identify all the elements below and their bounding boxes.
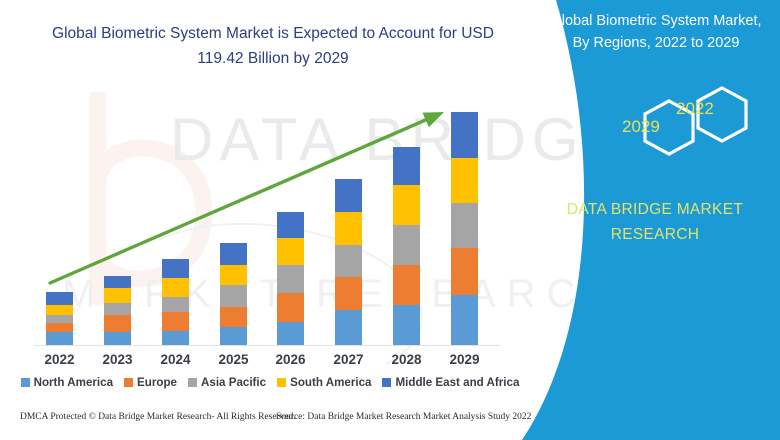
bar-segment-south-america-2027[interactable]	[335, 212, 362, 245]
bar-segment-north-america-2023[interactable]	[104, 332, 131, 345]
right-panel: Global Biometric System Market, By Regio…	[500, 0, 780, 440]
x-axis-label-2027: 2027	[333, 352, 364, 367]
bar-segment-middle-east-and-africa-2025[interactable]	[220, 243, 247, 265]
bar-segment-asia-pacific-2022[interactable]	[46, 314, 73, 323]
bar-2027[interactable]	[335, 179, 362, 345]
bar-segment-middle-east-and-africa-2026[interactable]	[277, 212, 304, 238]
bar-segment-middle-east-and-africa-2024[interactable]	[162, 259, 189, 278]
bar-segment-middle-east-and-africa-2027[interactable]	[335, 179, 362, 212]
bar-segment-europe-2028[interactable]	[393, 265, 420, 305]
legend-item-asia-pacific[interactable]: Asia Pacific	[188, 376, 266, 389]
bar-segment-middle-east-and-africa-2023[interactable]	[104, 276, 131, 288]
legend-label: South America	[290, 376, 372, 389]
bar-segment-south-america-2024[interactable]	[162, 277, 189, 297]
panel-heading: Global Biometric System Market, By Regio…	[550, 13, 762, 52]
bar-segment-asia-pacific-2025[interactable]	[220, 285, 247, 307]
panel-background-shape	[522, 0, 780, 440]
brand-line-2: RESEARCH	[610, 225, 700, 243]
legend-item-middle-east-and-africa[interactable]: Middle East and Africa	[382, 376, 519, 389]
footer-source-text: Source: Data Bridge Market Research Mark…	[276, 412, 532, 422]
bar-segment-asia-pacific-2026[interactable]	[277, 265, 304, 293]
x-axis-label-2028: 2028	[391, 352, 422, 367]
bar-segment-south-america-2029[interactable]	[451, 158, 478, 203]
bar-segment-middle-east-and-africa-2022[interactable]	[46, 292, 73, 305]
bar-chart: 2022 2023 2024 2025 2026 2027 2028 2029 North A…	[0, 112, 540, 432]
bar-segment-north-america-2024[interactable]	[162, 331, 189, 345]
x-axis-label-2022: 2022	[44, 352, 75, 367]
bar-2025[interactable]	[220, 243, 247, 345]
bar-segment-middle-east-and-africa-2028[interactable]	[393, 147, 420, 185]
chart-legend: North America Europe Asia Pacific South Ame…	[14, 376, 526, 389]
bar-segment-south-america-2028[interactable]	[393, 185, 420, 225]
bar-segment-north-america-2022[interactable]	[46, 331, 73, 345]
legend-swatch-icon	[20, 378, 30, 387]
bar-segment-south-america-2025[interactable]	[220, 265, 247, 285]
bar-2022[interactable]	[46, 292, 73, 345]
bar-2023[interactable]	[104, 276, 131, 345]
x-axis-labels: 2022 2023 2024 2025 2026 2027 2028 2029	[0, 352, 540, 374]
bar-segment-asia-pacific-2023[interactable]	[104, 303, 131, 315]
legend-swatch-icon	[124, 378, 134, 387]
bar-segment-europe-2025[interactable]	[220, 307, 247, 327]
bar-segment-europe-2026[interactable]	[277, 293, 304, 322]
bar-segment-europe-2022[interactable]	[46, 322, 73, 332]
bar-segment-europe-2024[interactable]	[162, 312, 189, 332]
bar-segment-north-america-2027[interactable]	[335, 310, 362, 345]
bar-segment-north-america-2029[interactable]	[451, 295, 478, 345]
bar-segment-europe-2029[interactable]	[451, 248, 478, 295]
brand-line-1: DATA BRIDGE MARKET	[566, 201, 744, 218]
footer: DMCA Protected © Data Bridge Market Rese…	[0, 412, 540, 432]
legend-item-europe[interactable]: Europe	[124, 376, 177, 389]
legend-label: Middle East and Africa	[395, 376, 520, 389]
bar-segment-south-america-2023[interactable]	[104, 288, 131, 303]
bar-segment-europe-2027[interactable]	[335, 277, 362, 310]
x-axis-label-2023: 2023	[102, 352, 133, 367]
hexagon-icons	[643, 86, 748, 156]
bar-segment-asia-pacific-2024[interactable]	[162, 296, 189, 313]
legend-label: North America	[33, 376, 114, 389]
brand-name: DATA BRIDGE MARKET RESEARCH	[530, 198, 780, 248]
bar-segment-south-america-2026[interactable]	[277, 238, 304, 265]
bar-2026[interactable]	[277, 212, 304, 345]
bar-2028[interactable]	[393, 147, 420, 345]
legend-swatch-icon	[382, 378, 392, 387]
legend-item-north-america[interactable]: North America	[20, 376, 114, 389]
legend-label: Asia Pacific	[201, 376, 267, 389]
legend-item-south-america[interactable]: South America	[277, 376, 371, 389]
legend-swatch-icon	[188, 378, 197, 387]
bar-segment-asia-pacific-2027[interactable]	[335, 245, 362, 277]
legend-swatch-icon	[277, 378, 287, 387]
bar-segment-north-america-2025[interactable]	[220, 327, 247, 345]
x-axis-label-2025: 2025	[218, 352, 249, 367]
hexagon-label-2029: 2029	[622, 117, 660, 136]
bar-segment-north-america-2026[interactable]	[277, 322, 304, 345]
bar-2024[interactable]	[162, 259, 189, 345]
x-axis-label-2026: 2026	[275, 352, 306, 367]
bar-segment-asia-pacific-2029[interactable]	[451, 203, 478, 248]
x-axis-label-2024: 2024	[160, 352, 191, 367]
x-axis-label-2029: 2029	[449, 352, 480, 367]
hexagon-label-2022: 2022	[676, 99, 714, 118]
bar-segment-south-america-2022[interactable]	[46, 305, 73, 315]
bar-segment-middle-east-and-africa-2029[interactable]	[451, 112, 478, 158]
chart-baseline	[34, 345, 500, 346]
bar-segment-asia-pacific-2028[interactable]	[393, 225, 420, 265]
hexagon-group: 2029 2022	[604, 86, 764, 176]
legend-label: Europe	[137, 376, 177, 389]
bar-segment-north-america-2028[interactable]	[393, 305, 420, 345]
footer-dmca-text: DMCA Protected © Data Bridge Market Rese…	[20, 412, 296, 422]
bar-segment-europe-2023[interactable]	[104, 315, 131, 332]
bar-2029[interactable]	[451, 112, 478, 345]
page-title: Global Biometric System Market is Expect…	[52, 25, 494, 67]
